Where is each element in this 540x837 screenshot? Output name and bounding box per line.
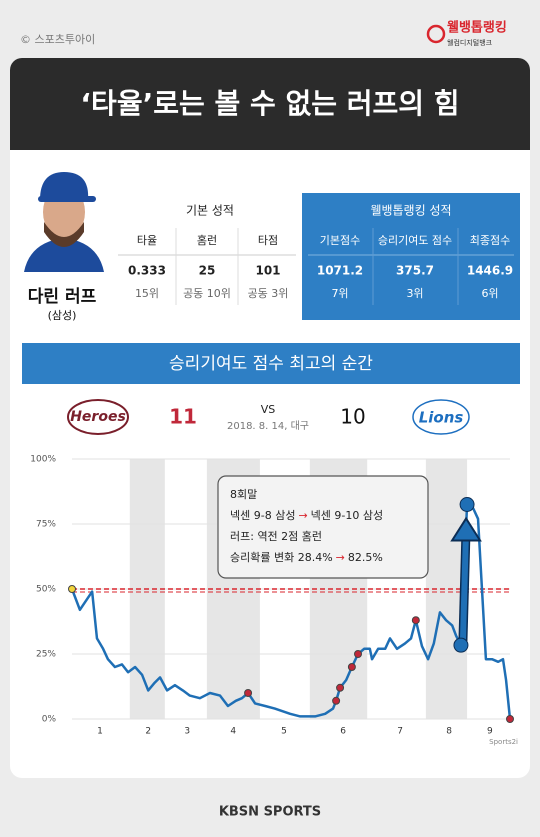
point-marker: [68, 585, 76, 593]
point-marker: [411, 616, 420, 625]
y-tick-label: 0%: [42, 715, 57, 725]
point-marker: [459, 497, 475, 512]
stat-rank: 공동 10위: [183, 287, 231, 300]
annotation-part: 8회말: [230, 488, 257, 501]
source: Sports2i: [489, 738, 518, 746]
x-tick-label: 4: [230, 727, 236, 737]
point-marker: [244, 689, 253, 697]
player-name: 다린 러프: [28, 287, 97, 307]
x-tick-label: 3: [184, 727, 190, 737]
footer: KBSN SPORTS: [219, 805, 321, 820]
stat-rank: 7위: [331, 287, 348, 300]
point-marker: [354, 650, 363, 658]
away-logo: Heroes: [67, 399, 129, 435]
stat-header: 승리기여도 점수: [378, 234, 452, 247]
annotation-part: 러프: 역전 2점 홈런: [230, 529, 322, 543]
away-logo-text: Heroes: [70, 409, 126, 425]
stat-header: 기본점수: [320, 234, 360, 247]
stat-value: 25: [199, 264, 216, 278]
logo-icon: [426, 24, 446, 44]
stat-header: 최종점수: [470, 234, 510, 247]
stat-value: 375.7: [396, 264, 434, 278]
ranking-title: 웰뱅톱랭킹 성적: [370, 204, 451, 218]
x-tick-label: 9: [487, 727, 493, 737]
x-tick-label: 2: [145, 727, 151, 737]
game-date: 2018. 8. 14, 대구: [227, 420, 309, 432]
copyright: © 스포츠투아이: [20, 33, 95, 46]
annotation-line: 넥센 9-8 삼성 → 넥센 9-10 삼성: [230, 509, 383, 522]
home-logo: Lions: [412, 399, 470, 435]
stat-rank: 15위: [135, 287, 159, 300]
y-tick-label: 75%: [36, 520, 56, 530]
point-marker: [336, 683, 345, 692]
stat-rank: 6위: [481, 287, 498, 300]
y-tick-label: 25%: [36, 650, 56, 660]
y-tick-label: 50%: [36, 585, 56, 595]
annotation-part: 넥센 9-8 삼성: [230, 509, 295, 522]
arrow: [459, 528, 470, 642]
banner: [22, 343, 520, 384]
title: ‘타율’로는 볼 수 없는 러프의 힘: [80, 87, 459, 120]
player-team: (삼성): [48, 309, 77, 322]
stat-value: 1446.9: [467, 264, 513, 278]
vs: VS: [261, 403, 276, 416]
x-tick-label: 5: [281, 727, 287, 737]
point-marker: [453, 637, 469, 653]
stat-value: 1071.2: [317, 264, 363, 278]
annotation-line: 8회말: [230, 488, 257, 501]
annotation-line: 러프: 역전 2점 홈런: [230, 529, 322, 543]
stat-rank: 공동 3위: [248, 287, 289, 300]
stat-value: 101: [255, 264, 280, 278]
win-probability-line: [70, 503, 512, 720]
annotation-part: 승리확률 변화 28.4%: [230, 551, 333, 564]
player-photo: [22, 172, 106, 272]
x-tick-label: 1: [97, 727, 103, 737]
point-marker: [332, 696, 341, 705]
away-score: 11: [169, 405, 197, 429]
stat-rank: 3위: [406, 287, 423, 300]
home-score: 10: [340, 405, 365, 429]
banner-text: 승리기여도 점수 최고의 순간: [169, 354, 373, 374]
annotation-part: →: [298, 509, 307, 522]
x-tick-label: 8: [446, 727, 452, 737]
basic-title: 기본 성적: [186, 204, 234, 218]
point-marker: [347, 663, 356, 671]
annotation-line: 승리확률 변화 28.4% → 82.5%: [230, 551, 383, 564]
x-tick-label: 7: [397, 727, 403, 737]
home-logo-text: Lions: [419, 409, 464, 427]
stat-header: 타점: [258, 234, 278, 247]
x-tick-label: 6: [340, 727, 346, 737]
arrow-head: [450, 516, 482, 542]
stat-value: 0.333: [128, 264, 166, 278]
stat-header: 홈런: [197, 233, 217, 247]
logo: 웰뱅톱랭킹: [447, 20, 507, 36]
annotation-box: [217, 475, 429, 579]
logo-sub: 웰컴디지털뱅크: [447, 38, 493, 47]
y-tick-label: 100%: [30, 455, 56, 465]
annotation-part: →: [336, 551, 345, 564]
point-marker: [506, 715, 514, 723]
title-bar: [10, 58, 530, 150]
annotation-part: 넥센 9-10 삼성: [311, 509, 383, 522]
annotation-part: 82.5%: [348, 551, 383, 564]
ranking-box: [302, 193, 520, 320]
stat-header: 타율: [137, 234, 157, 247]
